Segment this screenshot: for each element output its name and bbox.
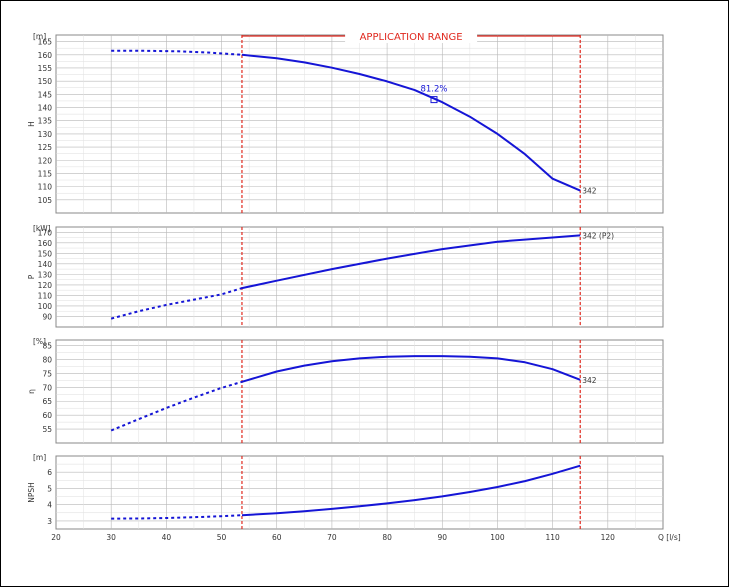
p-unit-label: [kW] <box>33 224 51 233</box>
p-ytick-label: 120 <box>38 281 53 290</box>
x-axis-label: Q [l/s] <box>658 533 681 542</box>
h-ytick-label: 135 <box>38 117 53 126</box>
h-ytick-label: 160 <box>38 51 53 60</box>
p-curve-dashed <box>110 287 243 320</box>
h-ytick-label: 120 <box>38 156 53 165</box>
x-tick-label: 110 <box>545 533 560 542</box>
h-ytick-label: 130 <box>38 130 53 139</box>
eta-ytick-label: 80 <box>42 355 52 364</box>
eta-curve-dashed <box>110 380 243 432</box>
p-curve-solid <box>241 234 581 290</box>
h-ytick-label: 150 <box>38 77 53 86</box>
eta-ytick-label: 75 <box>42 369 52 378</box>
p-ytick-label: 160 <box>38 239 53 248</box>
npsh-unit-label: [m] <box>33 453 46 462</box>
npsh-ytick-label: 3 <box>47 517 52 526</box>
h-annotation-label: 81.2% <box>420 85 447 95</box>
eta-ytick-label: 70 <box>42 383 52 392</box>
x-tick-label: 20 <box>51 533 61 542</box>
eta-axis-label: η <box>27 389 36 394</box>
eta-ytick-label: 65 <box>42 397 52 406</box>
x-tick-label: 30 <box>106 533 116 542</box>
p-annotation-label: 342 (P2) <box>582 231 614 240</box>
npsh-ytick-label: 5 <box>47 484 52 493</box>
x-tick-label: 60 <box>272 533 282 542</box>
p-ytick-label: 90 <box>42 312 52 321</box>
h-ytick-label: 110 <box>38 183 53 192</box>
npsh-axis-label: NPSH <box>27 482 36 503</box>
x-tick-label: 70 <box>327 533 337 542</box>
application-range-label: APPLICATION RANGE <box>360 32 463 43</box>
eta-ytick-label: 55 <box>42 425 52 434</box>
p-ytick-label: 150 <box>38 249 53 258</box>
x-tick-label: 120 <box>601 533 616 542</box>
h-axis-label: H <box>27 121 36 127</box>
application-range-label-bg <box>345 29 478 43</box>
npsh-ytick-label: 6 <box>47 468 52 477</box>
x-tick-label: 50 <box>217 533 227 542</box>
npsh-ytick-label: 4 <box>47 501 52 510</box>
p-ytick-label: 140 <box>38 260 53 269</box>
h-ytick-label: 140 <box>38 104 53 113</box>
p-ytick-label: 110 <box>38 291 53 300</box>
h-ytick-label: 145 <box>38 90 53 99</box>
x-tick-label: 40 <box>162 533 172 542</box>
h-ytick-label: 115 <box>38 169 53 178</box>
eta-ytick-label: 60 <box>42 411 52 420</box>
x-tick-label: 100 <box>490 533 505 542</box>
h-curve-solid <box>241 53 581 192</box>
npsh-curve-solid <box>241 464 581 517</box>
h-curve-dashed <box>111 49 243 56</box>
eta-ytick-label: 85 <box>42 342 52 351</box>
h-unit-label: [m] <box>33 32 46 41</box>
h-ytick-label: 155 <box>38 64 53 73</box>
h-ytick-label: 165 <box>38 38 53 47</box>
eta-annotation-label: 342 <box>582 376 597 385</box>
h-bep-marker <box>430 96 438 104</box>
p-axis-label: P <box>27 274 36 279</box>
p-ytick-label: 100 <box>38 302 53 311</box>
p-ytick-label: 130 <box>38 270 53 279</box>
eta-curve-solid <box>241 355 581 383</box>
x-tick-label: 80 <box>382 533 392 542</box>
h-ytick-label: 105 <box>38 196 53 205</box>
p-ytick-label: 170 <box>38 228 53 237</box>
eta-unit-label: [%] <box>33 337 46 346</box>
x-tick-label: 90 <box>437 533 447 542</box>
h-annotation-label: 342 <box>582 187 597 196</box>
h-ytick-label: 125 <box>38 143 53 152</box>
